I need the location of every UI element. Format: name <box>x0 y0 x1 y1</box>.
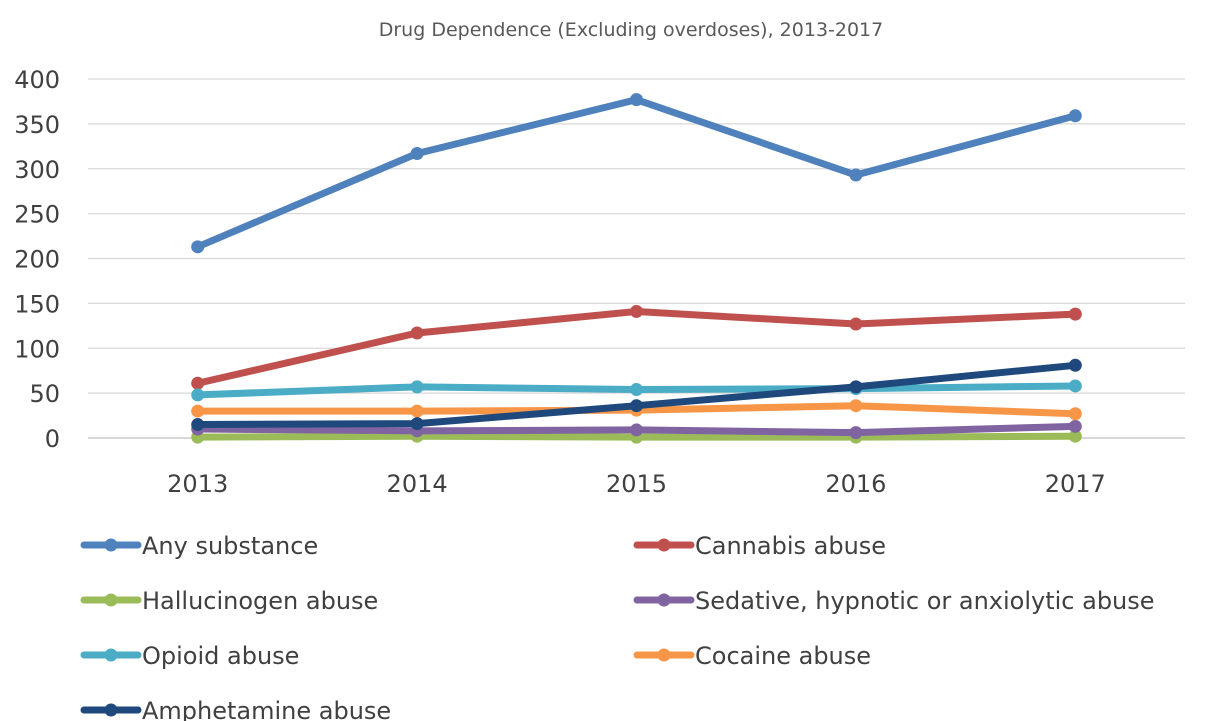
x-tick-label: 2014 <box>387 470 448 498</box>
data-point <box>630 304 643 318</box>
legend: Any substance Cannabis abuse Hallucinogen … <box>80 532 1155 721</box>
legend-label: Opioid abuse <box>142 642 299 670</box>
data-point <box>1068 109 1082 123</box>
series-line <box>194 307 1079 387</box>
y-tick-label: 300 <box>14 156 60 184</box>
data-point <box>1068 419 1082 433</box>
data-point <box>410 417 424 431</box>
y-tick-label: 350 <box>14 111 60 139</box>
series-lines <box>191 93 1082 444</box>
legend-label: Any substance <box>142 532 318 560</box>
series-1 <box>191 304 1082 390</box>
y-tick-label: 150 <box>14 290 60 318</box>
data-point <box>849 168 863 182</box>
legend-item: Amphetamine abuse <box>80 697 391 721</box>
data-point <box>191 404 205 418</box>
series-0 <box>191 93 1082 254</box>
series-line <box>194 96 1079 251</box>
data-point <box>410 404 424 418</box>
data-point <box>191 376 205 390</box>
legend-swatch-marker <box>657 593 671 607</box>
legend-label: Sedative, hypnotic or anxiolytic abuse <box>695 587 1155 615</box>
data-point <box>410 146 424 160</box>
legend-swatch-marker <box>104 538 118 552</box>
data-point <box>849 399 863 413</box>
y-tick-label: 50 <box>29 380 60 408</box>
series-4 <box>191 379 1082 402</box>
x-tick-label: 2015 <box>606 470 667 498</box>
data-point <box>630 383 643 397</box>
series-6 <box>191 358 1082 432</box>
data-point <box>630 423 643 437</box>
x-axis-tick-labels: 2013 2014 2015 2016 2017 <box>167 470 1106 498</box>
y-tick-label: 250 <box>14 201 60 229</box>
data-point <box>1068 358 1082 372</box>
y-tick-label: 400 <box>14 66 60 94</box>
legend-swatch-marker <box>104 593 118 607</box>
data-point <box>1068 429 1082 443</box>
legend-item: Opioid abuse <box>80 642 299 670</box>
data-point <box>1068 379 1082 393</box>
y-axis-tick-labels: 0 50 100 150 200 250 300 350 400 <box>14 66 60 453</box>
legend-item: Hallucinogen abuse <box>80 587 378 615</box>
data-point <box>630 93 643 107</box>
data-point <box>410 326 424 340</box>
chart-title: Drug Dependence (Excluding overdoses), 2… <box>379 19 884 41</box>
data-point <box>191 240 205 254</box>
legend-label: Cocaine abuse <box>695 642 871 670</box>
legend-label: Hallucinogen abuse <box>142 587 378 615</box>
data-point <box>849 426 863 440</box>
data-point <box>191 388 205 402</box>
legend-swatch-marker <box>657 648 671 662</box>
y-tick-label: 0 <box>45 425 60 453</box>
legend-label: Cannabis abuse <box>695 532 886 560</box>
legend-item: Any substance <box>80 532 318 560</box>
x-tick-label: 2016 <box>825 470 886 498</box>
data-point <box>1068 307 1082 321</box>
data-point <box>191 418 205 432</box>
data-point <box>1068 407 1082 421</box>
y-tick-label: 200 <box>14 246 60 274</box>
legend-swatch-marker <box>104 703 118 717</box>
legend-swatch-marker <box>657 538 671 552</box>
legend-label: Amphetamine abuse <box>142 697 391 721</box>
legend-item: Cocaine abuse <box>633 642 871 670</box>
y-tick-label: 100 <box>14 335 60 363</box>
data-point <box>410 380 424 394</box>
x-tick-label: 2017 <box>1045 470 1106 498</box>
data-point <box>849 380 863 394</box>
x-tick-label: 2013 <box>167 470 228 498</box>
data-point <box>849 317 863 331</box>
legend-item: Cannabis abuse <box>633 532 886 560</box>
legend-swatch-marker <box>104 648 118 662</box>
legend-item: Sedative, hypnotic or anxiolytic abuse <box>633 587 1155 615</box>
data-point <box>630 399 643 413</box>
